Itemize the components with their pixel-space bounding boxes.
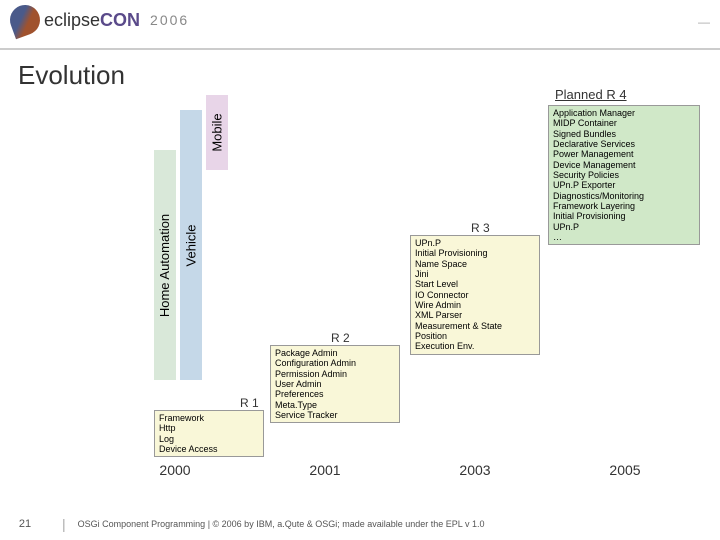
header-dash: —: [698, 15, 710, 29]
bar-vehicle-label: Vehicle: [184, 224, 199, 266]
r4-items: Application Manager MIDP Container Signe…: [553, 108, 695, 242]
bar-vehicle: Vehicle: [180, 110, 202, 380]
footer-text: OSGi Component Programming | © 2006 by I…: [78, 519, 485, 529]
logo: eclipseCON 2006: [10, 5, 189, 35]
year-2005: 2005: [550, 462, 700, 478]
r2-label: R 2: [331, 332, 350, 346]
year-2003: 2003: [400, 462, 550, 478]
r3-label: R 3: [471, 222, 490, 236]
slide-header: eclipseCON 2006 —: [0, 0, 720, 50]
r1-items: Framework Http Log Device Access: [159, 413, 259, 454]
evolution-chart: Home Automation Vehicle Mobile R 1 Frame…: [100, 95, 710, 485]
r3-items: UPn.P Initial Provisioning Name Space Ji…: [415, 238, 535, 352]
r2-items: Package Admin Configuration Admin Permis…: [275, 348, 395, 420]
eclipse-swoosh-icon: [6, 1, 44, 39]
bar-mobile: Mobile: [206, 95, 228, 170]
page-number: 21: [0, 518, 50, 530]
logo-prefix: eclipse: [44, 10, 100, 30]
release-3-box: R 3 UPn.P Initial Provisioning Name Spac…: [410, 235, 540, 355]
footer-divider: |: [62, 516, 66, 532]
r1-label: R 1: [240, 397, 259, 411]
logo-suffix: CON: [100, 10, 140, 30]
release-2-box: R 2 Package Admin Configuration Admin Pe…: [270, 345, 400, 423]
year-axis: 2000 2001 2003 2005: [100, 462, 700, 478]
r4-label: Planned R 4: [555, 87, 627, 102]
bar-mobile-label: Mobile: [210, 113, 225, 151]
year-2001: 2001: [250, 462, 400, 478]
release-1-box: R 1 Framework Http Log Device Access: [154, 410, 264, 457]
header-year: 2006: [150, 12, 189, 28]
release-4-box: Application Manager MIDP Container Signe…: [548, 105, 700, 245]
logo-text: eclipseCON: [44, 10, 140, 31]
slide-footer: 21 | OSGi Component Programming | © 2006…: [0, 516, 720, 532]
year-2000: 2000: [100, 462, 250, 478]
bar-home-automation: Home Automation: [154, 150, 176, 380]
bar-home-label: Home Automation: [158, 213, 173, 316]
